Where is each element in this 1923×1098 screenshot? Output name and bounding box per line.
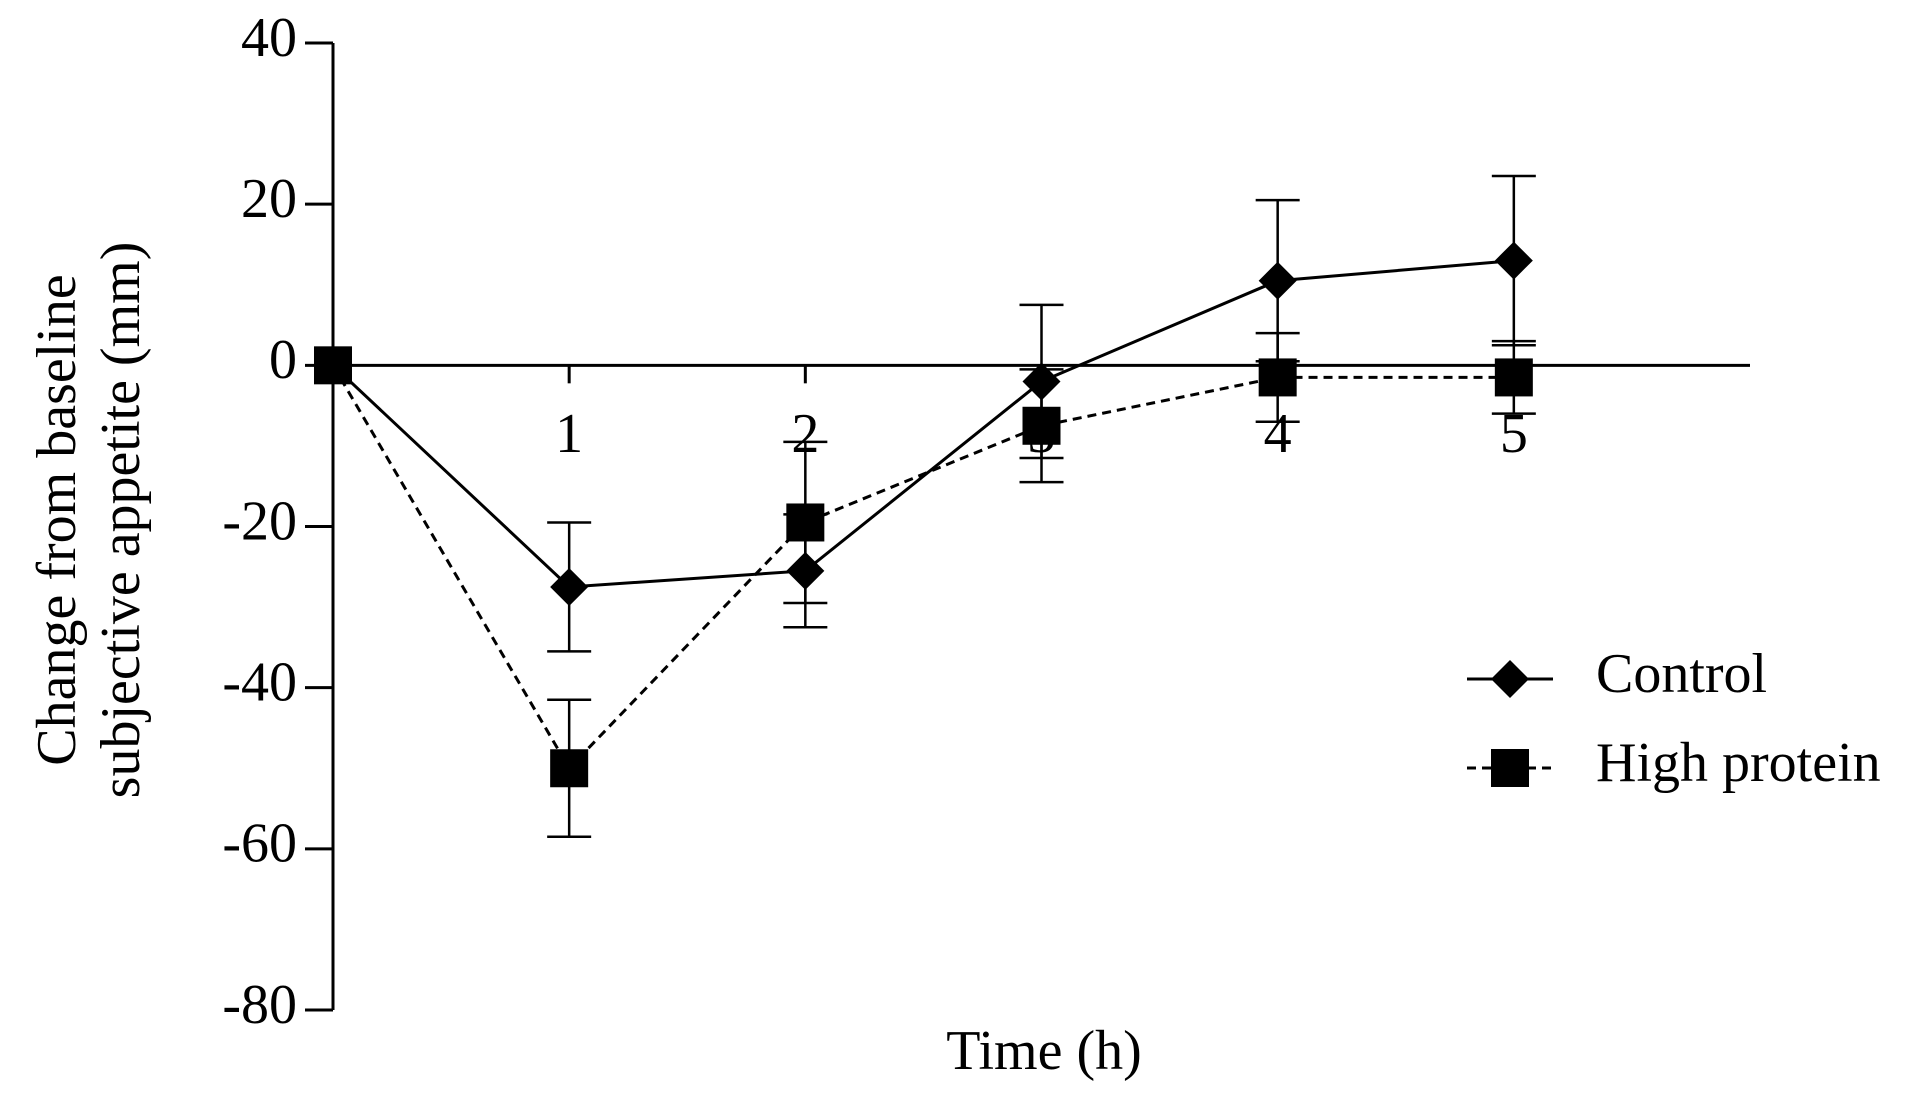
series-line: [331, 259, 1514, 589]
marker: [1494, 241, 1533, 280]
y-tick-label: -60: [222, 813, 297, 875]
x-tick-label: 1: [555, 403, 583, 465]
marker: [1258, 261, 1297, 300]
marker: [550, 749, 589, 788]
marker: [1022, 362, 1061, 401]
marker: [1022, 406, 1061, 445]
y-tick-label: 40: [241, 7, 297, 69]
marker: [1491, 749, 1529, 787]
legend-label: Control: [1596, 643, 1767, 705]
marker: [550, 567, 589, 606]
marker: [1494, 358, 1533, 397]
y-tick-label: -80: [222, 974, 297, 1036]
y-tick-label: 0: [269, 329, 297, 391]
marker: [786, 503, 825, 542]
marker: [314, 346, 352, 385]
y-tick-label: 20: [241, 168, 297, 230]
y-axis-title: subjective appetite (mm): [90, 242, 152, 799]
y-tick-label: -40: [222, 652, 297, 714]
y-axis-title: Change from baseline: [26, 274, 88, 765]
marker: [1258, 358, 1297, 397]
x-axis-title: Time (h): [946, 1020, 1142, 1082]
marker: [1491, 660, 1529, 698]
legend-label: High protein: [1596, 732, 1881, 794]
marker: [786, 551, 825, 590]
series-line: [331, 364, 1514, 771]
y-tick-label: -20: [222, 490, 297, 552]
